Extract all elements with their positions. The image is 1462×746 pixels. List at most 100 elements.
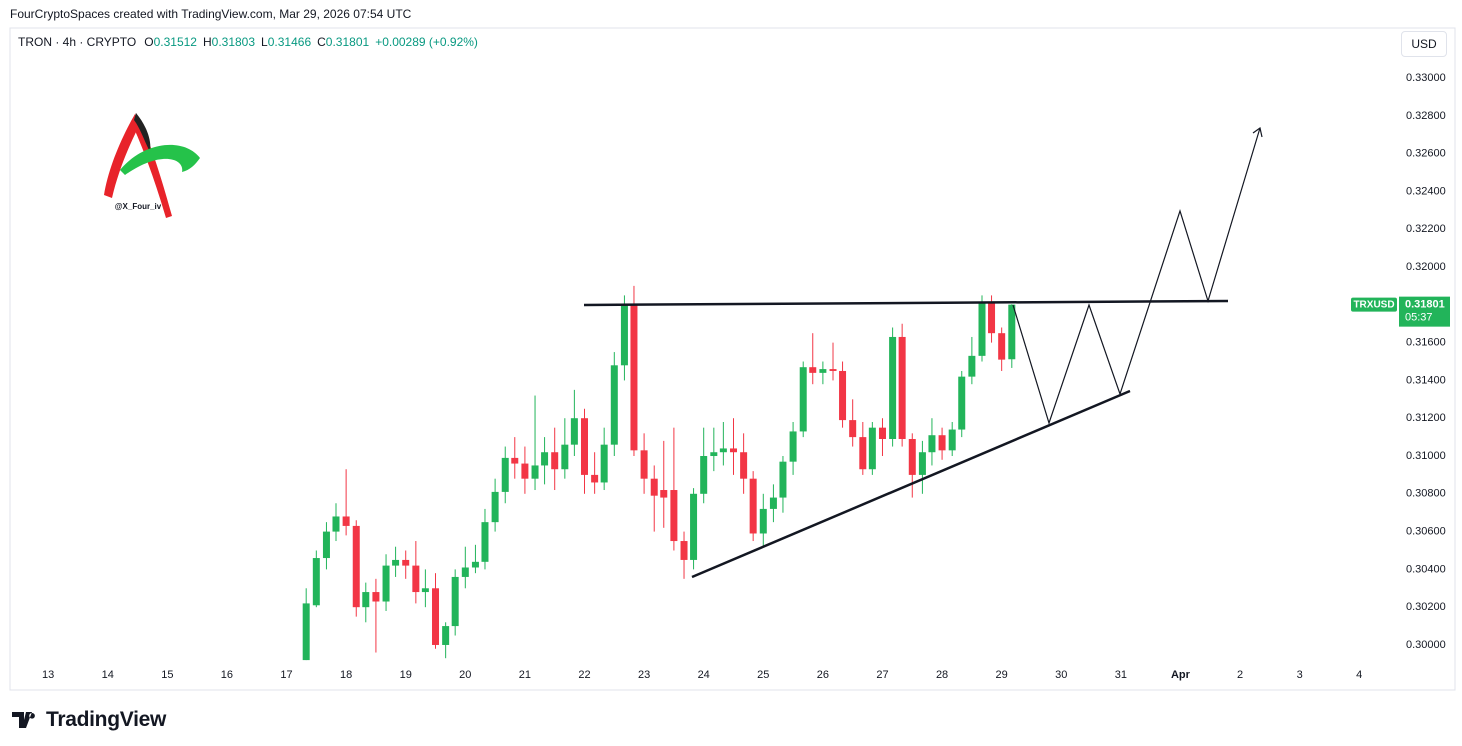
watermark-logo: @X_Four_iv (104, 113, 200, 218)
x-tick-label: 23 (638, 669, 650, 681)
legend-key: L (261, 35, 268, 49)
x-tick-label: 24 (698, 669, 710, 681)
candle-body (978, 302, 986, 356)
y-tick-label: 0.32200 (1406, 223, 1446, 235)
candle-body (570, 418, 578, 445)
candle-body (690, 493, 698, 560)
chart-frame (9, 27, 1456, 691)
candle-body (839, 370, 847, 421)
candle-body (670, 490, 678, 542)
candle-body (799, 367, 807, 432)
candle-body (372, 592, 380, 602)
brand-icon (12, 712, 35, 728)
y-tick-label: 0.33000 (1406, 72, 1446, 84)
projection-arrowhead (1252, 126, 1263, 138)
candle-body (859, 437, 867, 470)
candle-body (312, 558, 320, 606)
candle-body (998, 333, 1006, 360)
candle-body (729, 448, 737, 453)
legend-value: 0.31803 (211, 35, 256, 49)
y-tick-label: 0.30600 (1406, 525, 1446, 537)
candle-body (809, 367, 817, 373)
candle-body (769, 497, 777, 509)
x-tick-label: 15 (161, 669, 173, 681)
candle-body (332, 516, 340, 532)
candle-body (491, 491, 499, 523)
candle-body (521, 463, 529, 479)
legend-key: O (144, 35, 154, 49)
x-tick-label: 30 (1055, 669, 1067, 681)
candle-body (461, 567, 469, 577)
legend-key: C (317, 35, 326, 49)
resistance-line (583, 299, 1229, 307)
watermark-text: @X_Four_iv (115, 202, 162, 211)
x-tick-label: 29 (996, 669, 1008, 681)
candle-body (650, 478, 658, 496)
x-tick-label: 26 (817, 669, 829, 681)
candle-body (620, 304, 628, 366)
candle-body (849, 420, 857, 438)
x-tick-label: 18 (340, 669, 352, 681)
candle-body (948, 429, 956, 451)
candle-body (640, 450, 648, 479)
candle-body (908, 438, 916, 475)
candle-body (451, 576, 459, 627)
candle-body (392, 559, 400, 566)
candle-body (938, 435, 946, 451)
y-tick-label: 0.32800 (1406, 110, 1446, 122)
candle-body (442, 626, 450, 645)
y-tick-label: 0.31400 (1406, 374, 1446, 386)
candle-body (342, 516, 350, 526)
candle-body (471, 561, 479, 568)
x-tick-label: 27 (876, 669, 888, 681)
candle-body (322, 531, 330, 559)
currency-button[interactable]: USD (1401, 31, 1447, 57)
legend-key: H (202, 35, 212, 49)
x-tick-label: 4 (1356, 669, 1362, 681)
candle-body (421, 588, 429, 593)
candle-body (541, 452, 549, 466)
y-tick-label: 0.30400 (1406, 563, 1446, 575)
x-tick-label: 16 (221, 669, 233, 681)
y-tick-label: 0.32600 (1406, 148, 1446, 160)
candle-body (501, 457, 509, 492)
x-tick-label: 2 (1237, 669, 1243, 681)
x-tick-label: 17 (280, 669, 292, 681)
y-tick-label: 0.30200 (1406, 601, 1446, 613)
y-tick-label: 0.30800 (1406, 488, 1446, 500)
candle-body (958, 376, 966, 430)
y-tick-label: 0.31000 (1406, 450, 1446, 462)
candle-body (988, 302, 996, 334)
candle-body (700, 456, 708, 494)
brand: TradingView (46, 708, 167, 731)
candle-body (610, 365, 618, 445)
candle-body (928, 435, 936, 453)
candle-body (402, 559, 410, 566)
candle-body (600, 444, 608, 483)
candle-body (432, 588, 440, 645)
candle-body (302, 603, 310, 661)
candle-body (759, 508, 767, 534)
candle-body (680, 541, 688, 560)
candle-body (412, 565, 420, 593)
attribution: FourCryptoSpaces created with TradingVie… (10, 7, 412, 21)
candle-body (819, 369, 827, 373)
candle-body (829, 369, 837, 371)
candle-body (740, 452, 748, 479)
x-tick-label: 14 (102, 669, 114, 681)
candle-body (789, 431, 797, 462)
last-price-bg (1399, 296, 1450, 327)
candles (302, 285, 1016, 661)
candle-body (918, 452, 926, 475)
x-tick-label: 22 (578, 669, 590, 681)
candle-body (352, 525, 360, 608)
candle-body (710, 452, 718, 457)
x-tick-label: 19 (400, 669, 412, 681)
x-tick-label: 3 (1297, 669, 1303, 681)
candle-body (889, 336, 897, 439)
x-tick-label: Apr (1171, 669, 1191, 681)
candle-body (511, 457, 519, 464)
candle-body (660, 490, 668, 498)
candle-body (868, 427, 876, 470)
